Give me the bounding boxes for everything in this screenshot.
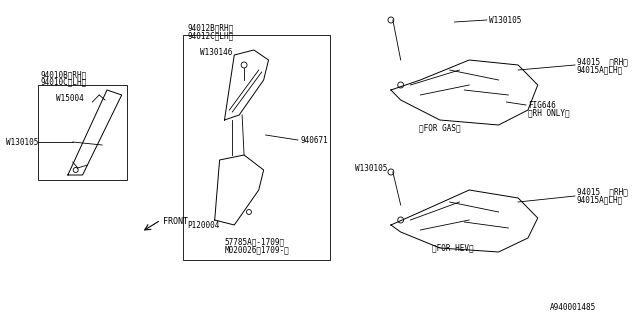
Text: 〈FOR GAS〉: 〈FOR GAS〉 <box>419 124 461 132</box>
Text: W130105: W130105 <box>355 164 387 172</box>
Text: 57785A（-1709）: 57785A（-1709） <box>225 237 285 246</box>
Text: 94010C〈LH〉: 94010C〈LH〉 <box>40 77 86 86</box>
Text: 〈FOR HEV〉: 〈FOR HEV〉 <box>432 244 474 252</box>
Text: M020026（1709-）: M020026（1709-） <box>225 245 289 254</box>
Text: W15004: W15004 <box>56 93 84 102</box>
Text: 94012C〈LH〉: 94012C〈LH〉 <box>188 31 234 41</box>
Text: 94010B〈RH〉: 94010B〈RH〉 <box>40 70 86 79</box>
Text: 〈RH ONLY〉: 〈RH ONLY〉 <box>528 108 570 117</box>
Text: W130105: W130105 <box>489 15 521 25</box>
Text: 94015  〈RH〉: 94015 〈RH〉 <box>577 58 628 67</box>
Text: FRONT: FRONT <box>163 218 188 227</box>
Text: 94015A〈LH〉: 94015A〈LH〉 <box>577 196 623 204</box>
Text: P120004: P120004 <box>188 220 220 229</box>
Text: W130105: W130105 <box>6 138 38 147</box>
Text: FIG646: FIG646 <box>528 100 556 109</box>
Text: 94012B〈RH〉: 94012B〈RH〉 <box>188 23 234 33</box>
Bar <box>38 85 127 180</box>
Text: 94015A〈LH〉: 94015A〈LH〉 <box>577 66 623 75</box>
Bar <box>184 35 330 260</box>
Text: 940671: 940671 <box>301 135 328 145</box>
Text: 94015  〈RH〉: 94015 〈RH〉 <box>577 188 628 196</box>
Text: W130146: W130146 <box>200 47 232 57</box>
Text: A940001485: A940001485 <box>550 303 596 313</box>
